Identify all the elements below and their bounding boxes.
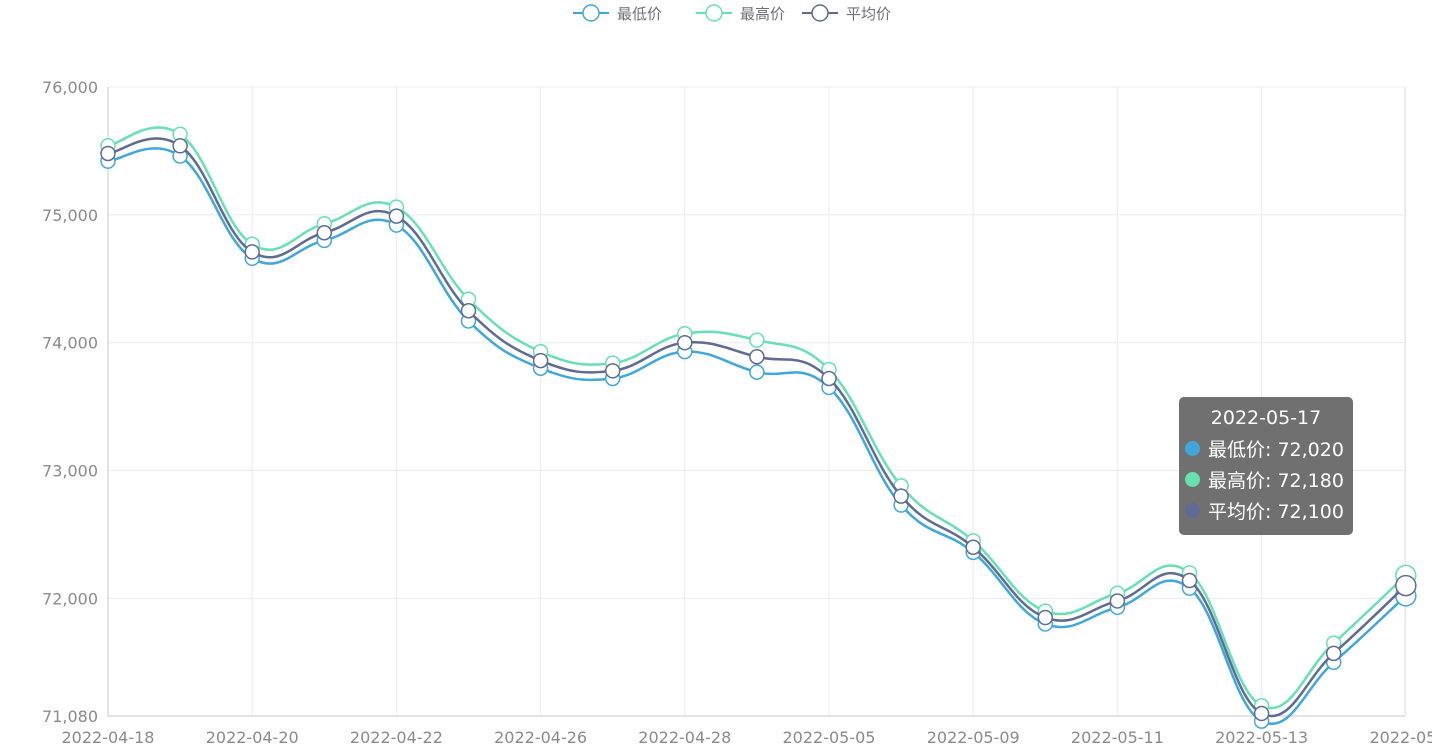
- tooltip-row-high: 最高价: 72,180: [1185, 464, 1347, 495]
- legend-label: 最低价: [617, 5, 662, 23]
- data-point[interactable]: [604, 363, 621, 379]
- y-tick-label: 73,000: [42, 462, 98, 481]
- tooltip: 2022-05-17 最低价: 72,020 最高价: 72,180 平均价: …: [1179, 397, 1353, 535]
- data-point[interactable]: [1109, 593, 1126, 609]
- data-point[interactable]: [532, 352, 549, 369]
- x-tick-label: 2022-04-26: [494, 728, 587, 747]
- data-point[interactable]: [1181, 572, 1198, 589]
- data-point[interactable]: [100, 145, 116, 162]
- x-tick-label: 2022-04-28: [638, 728, 731, 747]
- y-tick-label: 72,000: [42, 589, 98, 608]
- tooltip-text-low: 最低价: 72,020: [1208, 439, 1344, 461]
- data-point[interactable]: [244, 244, 260, 260]
- tooltip-date: 2022-05-17: [1210, 407, 1322, 429]
- tooltip-dot-high: [1185, 472, 1200, 487]
- tooltip-row-low: 最低价: 72,020: [1185, 433, 1347, 464]
- x-tick-label: 2022-05-11: [1071, 728, 1164, 747]
- x-tick-label: 2022-05-: [1369, 728, 1432, 747]
- data-point[interactable]: [316, 224, 333, 241]
- data-point[interactable]: [172, 138, 188, 154]
- x-tick-label: 2022-04-18: [62, 728, 155, 747]
- legend-marker: [582, 4, 600, 22]
- x-tick-label: 2022-05-09: [927, 728, 1020, 747]
- legend-marker: [705, 4, 723, 22]
- legend: 最低价 最高价 平均价: [573, 4, 891, 23]
- data-point[interactable]: [1395, 574, 1417, 597]
- y-tick-label: 75,000: [42, 206, 98, 225]
- data-point[interactable]: [388, 208, 405, 224]
- legend-marker: [811, 4, 829, 22]
- tooltip-text-avg: 平均价: 72,100: [1208, 501, 1344, 523]
- data-point[interactable]: [1325, 645, 1342, 662]
- data-point[interactable]: [821, 370, 837, 387]
- data-point[interactable]: [965, 539, 981, 555]
- tooltip-row-avg: 平均价: 72,100: [1185, 495, 1347, 526]
- y-tick-label: 71,080: [42, 707, 98, 726]
- legend-label: 最高价: [740, 5, 785, 23]
- legend-item[interactable]: 最低价: [573, 4, 662, 23]
- tooltip-text-high: 最高价: 72,180: [1208, 470, 1344, 492]
- x-tick-label: 2022-05-13: [1215, 728, 1308, 747]
- data-point[interactable]: [460, 302, 477, 319]
- legend-item[interactable]: 最高价: [696, 4, 785, 23]
- x-tick-label: 2022-04-22: [350, 728, 443, 747]
- y-tick-label: 74,000: [42, 334, 98, 353]
- data-point[interactable]: [749, 332, 765, 348]
- y-tick-label: 76,000: [42, 78, 98, 97]
- data-point[interactable]: [1037, 609, 1054, 626]
- x-tick-label: 2022-04-20: [206, 728, 299, 747]
- legend-item[interactable]: 平均价: [802, 4, 891, 23]
- data-point[interactable]: [749, 364, 765, 380]
- tooltip-dot-low: [1185, 441, 1200, 456]
- series-2: [100, 137, 1417, 722]
- x-tick-label: 2022-05-05: [783, 728, 876, 747]
- tooltip-dot-avg: [1185, 503, 1200, 518]
- data-point[interactable]: [749, 349, 765, 365]
- data-point[interactable]: [1253, 705, 1270, 722]
- legend-label: 平均价: [846, 5, 891, 23]
- data-point[interactable]: [677, 334, 693, 351]
- data-point[interactable]: [893, 488, 909, 504]
